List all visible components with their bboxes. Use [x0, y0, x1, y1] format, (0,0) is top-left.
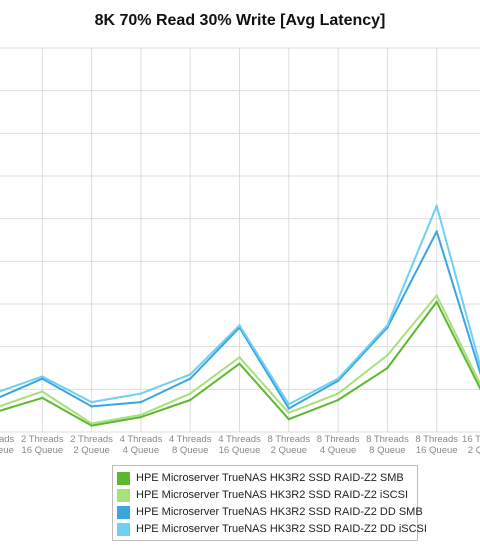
data-point: [435, 300, 438, 304]
data-point: [435, 294, 438, 297]
legend-item: HPE Microserver TrueNAS HK3R2 SSD RAID-Z…: [117, 487, 408, 503]
data-point: [386, 324, 389, 327]
data-point: [287, 407, 290, 410]
legend-label: HPE Microserver TrueNAS HK3R2 SSD RAID-Z…: [136, 472, 404, 484]
data-point: [189, 373, 192, 376]
legend-swatch: [117, 488, 130, 502]
data-point: [41, 377, 44, 380]
x-tick-label: 8 Threads 4 Queue: [317, 434, 360, 456]
data-point: [238, 324, 241, 327]
legend-label: HPE Microserver TrueNAS HK3R2 SSD RAID-Z…: [136, 489, 409, 501]
legend-swatch: [117, 522, 130, 536]
data-point: [90, 424, 93, 427]
data-point: [189, 398, 192, 402]
data-point: [336, 377, 340, 380]
grid: [0, 47, 480, 433]
data-point: [189, 392, 192, 395]
legend: HPE Microserver TrueNAS HK3R2 SSD RAID-Z…: [112, 465, 427, 541]
data-point: [336, 392, 340, 395]
data-point: [139, 392, 143, 395]
data-point: [435, 204, 438, 208]
x-tick-label: 2 Threads 2 Queue: [70, 434, 113, 456]
legend-swatch: [117, 505, 130, 519]
data-point: [41, 375, 44, 378]
legend-label: HPE Microserver TrueNAS HK3R2 SSD RAID-Z…: [136, 506, 423, 518]
x-tick-label: 4 Threads 8 Queue: [169, 434, 212, 456]
legend-item: HPE Microserver TrueNAS HK3R2 SSD RAID-Z…: [117, 504, 423, 520]
data-point: [386, 354, 389, 357]
x-tick-label: 2 Threads 16 Queue: [21, 434, 64, 456]
x-tick-label: 8 Threads 8 Queue: [366, 434, 409, 456]
x-tick-label: 8 Threads 16 Queue: [415, 434, 458, 456]
data-point: [287, 403, 290, 406]
legend-item: HPE Microserver TrueNAS HK3R2 SSD RAID-Z…: [117, 470, 404, 486]
series-lines: [0, 204, 480, 427]
legend-item: HPE Microserver TrueNAS HK3R2 SSD RAID-Z…: [117, 521, 427, 537]
data-point: [90, 405, 93, 408]
data-point: [238, 356, 241, 359]
chart-title: 8K 70% Read 30% Write [Avg Latency]: [94, 12, 386, 29]
data-point: [41, 390, 44, 393]
data-point: [435, 230, 438, 233]
data-point: [139, 413, 143, 417]
data-point: [336, 379, 340, 382]
data-point: [287, 411, 290, 414]
data-point: [386, 366, 389, 370]
data-point: [336, 398, 340, 402]
legend-swatch: [117, 471, 130, 485]
legend-label: HPE Microserver TrueNAS HK3R2 SSD RAID-Z…: [136, 523, 427, 535]
data-point: [139, 400, 143, 404]
x-tick-label: 4 Threads 4 Queue: [120, 434, 163, 456]
data-point: [90, 400, 93, 404]
x-tick-label: 4 Threads 16 Queue: [218, 434, 261, 456]
data-point: [139, 415, 143, 419]
data-point: [189, 377, 192, 380]
data-point: [90, 422, 93, 425]
data-point: [238, 362, 241, 365]
data-point: [287, 418, 290, 421]
x-tick-label: 8 Threads 2 Queue: [267, 434, 310, 456]
data-point: [41, 396, 44, 400]
